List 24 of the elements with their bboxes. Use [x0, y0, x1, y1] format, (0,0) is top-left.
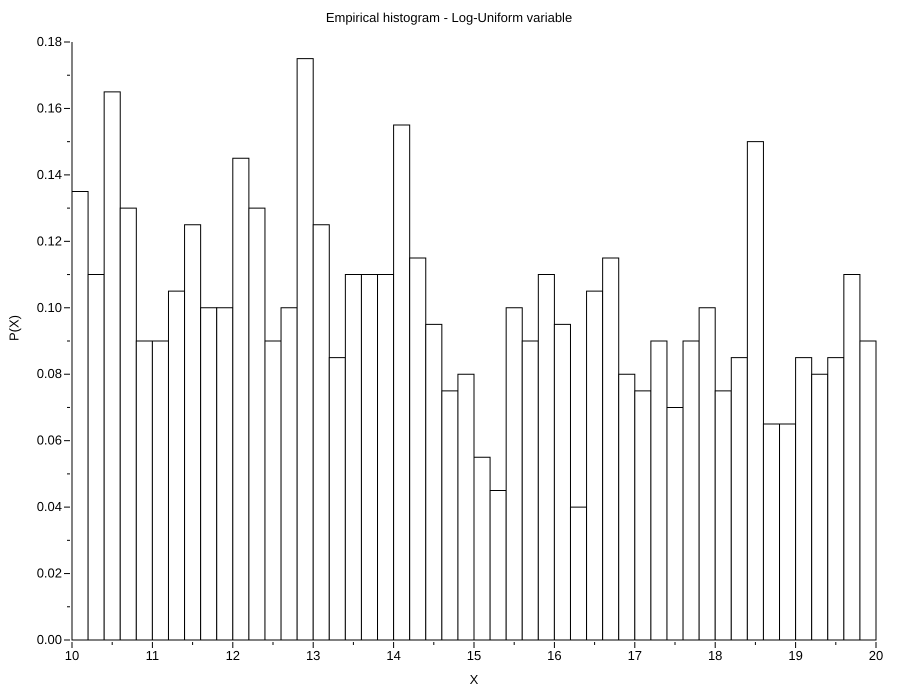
x-tick-label: 11 [146, 648, 160, 663]
x-tick-label: 13 [306, 648, 320, 663]
y-axis-title: P(X) [6, 315, 22, 341]
x-tick-label: 12 [226, 648, 240, 663]
y-tick-label: 0.12 [36, 233, 62, 248]
x-axis-title: X [470, 672, 479, 687]
y-tick-label: 0.10 [36, 300, 62, 315]
y-tick-label: 0.18 [36, 34, 62, 49]
x-tick-label: 19 [788, 648, 803, 663]
y-tick-label: 0.08 [36, 366, 62, 382]
y-tick-label: 0.16 [36, 100, 62, 116]
x-tick-label: 18 [708, 648, 722, 663]
y-tick-label: 0.00 [36, 632, 62, 647]
x-tick-label: 16 [547, 648, 562, 663]
x-tick-label: 14 [386, 648, 401, 663]
x-tick-label: 20 [868, 648, 884, 663]
y-tick-label: 0.06 [36, 432, 62, 448]
x-tick-label: 10 [64, 648, 80, 663]
y-tick-label: 0.04 [36, 499, 62, 514]
y-tick-label: 0.02 [36, 566, 62, 581]
x-tick-label: 15 [466, 648, 482, 663]
x-tick-label: 17 [628, 648, 642, 663]
chart-title: Empirical histogram - Log-Uniform variable [324, 10, 574, 25]
y-tick-label: 0.14 [36, 166, 62, 182]
